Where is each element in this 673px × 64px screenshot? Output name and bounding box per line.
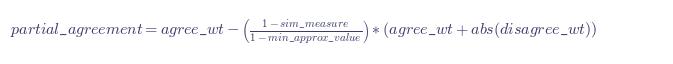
Text: $\mathit{partial\_agreement} = \mathit{agree\_wt} - \left(\frac{1 - \mathit{sim\: $\mathit{partial\_agreement} = \mathit{a… (9, 18, 597, 46)
